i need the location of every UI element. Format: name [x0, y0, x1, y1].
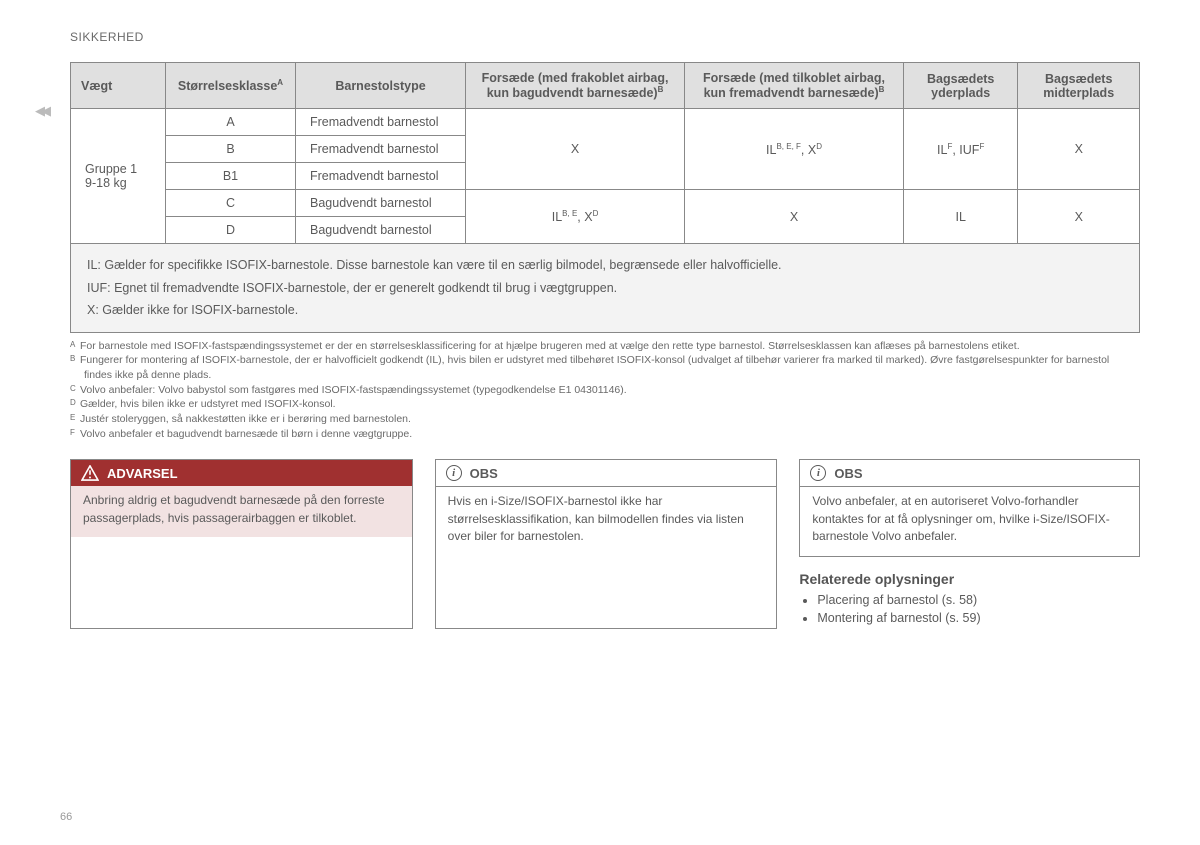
cell-rear-outer: ILF, IUFF	[903, 109, 1018, 190]
cell-rear-middle: X	[1018, 109, 1140, 190]
warning-box: ADVARSEL Anbring aldrig et bagudvendt ba…	[70, 459, 413, 628]
obs-title: OBS	[834, 466, 862, 481]
legend-box: IL: Gælder for specifikke ISOFIX-barnest…	[70, 244, 1140, 333]
cell-size: D	[166, 217, 296, 244]
th-rear-outer: Bagsædets yderplads	[903, 63, 1018, 109]
related-item[interactable]: Placering af barnestol (s. 58)	[817, 593, 1140, 607]
warning-icon	[81, 465, 99, 481]
obs-header: i OBS	[436, 460, 777, 487]
related-heading: Relaterede oplysninger	[799, 571, 1140, 587]
obs-title: OBS	[470, 466, 498, 481]
related-list: Placering af barnestol (s. 58) Montering…	[799, 593, 1140, 625]
footnote: BFungerer for montering af ISOFIX-barnes…	[70, 353, 1140, 382]
cell-rear-middle: X	[1018, 190, 1140, 244]
footnote: EJustér stoleryggen, så nakkestøtten ikk…	[70, 412, 1140, 427]
footnote: CVolvo anbefaler: Volvo babystol som fas…	[70, 383, 1140, 398]
obs-body: Volvo anbefaler, at en autoriseret Volvo…	[800, 487, 1139, 555]
obs-header: i OBS	[800, 460, 1139, 487]
cell-rear-outer: IL	[903, 190, 1018, 244]
cell-group: Gruppe 1 9-18 kg	[71, 109, 166, 244]
obs-box-1: i OBS Hvis en i-Size/ISOFIX-barnestol ik…	[435, 459, 778, 628]
cell-front-enabled: X	[685, 190, 904, 244]
cell-type: Fremadvendt barnestol	[296, 109, 466, 136]
page: SIKKERHED ◀◀ Vægt StørrelsesklasseA Barn…	[0, 0, 1200, 845]
obs-body: Hvis en i-Size/ISOFIX-barnestol ikke har…	[436, 487, 777, 555]
cell-front-disabled: ILB, E, XD	[466, 190, 685, 244]
th-rear-middle: Bagsædets midterplads	[1018, 63, 1140, 109]
cell-type: Fremadvendt barnestol	[296, 136, 466, 163]
th-size-class: StørrelsesklasseA	[166, 63, 296, 109]
table-row: C Bagudvendt barnestol ILB, E, XD X IL X	[71, 190, 1140, 217]
cell-front-enabled: ILB, E, F, XD	[685, 109, 904, 190]
legend-iuf: IUF: Egnet til fremadvendte ISOFIX-barne…	[87, 277, 1123, 300]
warning-header: ADVARSEL	[71, 460, 412, 486]
th-weight: Vægt	[71, 63, 166, 109]
footnote: FVolvo anbefaler et bagudvendt barnesæde…	[70, 427, 1140, 442]
warning-body: Anbring aldrig et bagudvendt barnesæde p…	[71, 486, 412, 537]
table-row: Gruppe 1 9-18 kg A Fremadvendt barnestol…	[71, 109, 1140, 136]
cell-size: B1	[166, 163, 296, 190]
th-front-disabled: Forsæde (med frakoblet airbag, kun bagud…	[466, 63, 685, 109]
obs-box-2: i OBS Volvo anbefaler, at en autoriseret…	[799, 459, 1140, 556]
prev-page-icon[interactable]: ◀◀	[35, 103, 47, 119]
legend-x: X: Gælder ikke for ISOFIX-barnestole.	[87, 299, 1123, 322]
cell-size: B	[166, 136, 296, 163]
cell-type: Bagudvendt barnestol	[296, 190, 466, 217]
isofix-table: Vægt StørrelsesklasseA Barnestolstype Fo…	[70, 62, 1140, 244]
right-column: i OBS Volvo anbefaler, at en autoriseret…	[799, 459, 1140, 628]
info-icon: i	[446, 465, 462, 481]
footnote: AFor barnestole med ISOFIX-fastspændings…	[70, 339, 1140, 354]
cell-size: C	[166, 190, 296, 217]
cell-front-disabled: X	[466, 109, 685, 190]
info-icon: i	[810, 465, 826, 481]
warning-title: ADVARSEL	[107, 466, 178, 481]
cell-type: Bagudvendt barnestol	[296, 217, 466, 244]
footnotes: AFor barnestole med ISOFIX-fastspændings…	[70, 339, 1140, 442]
footnote: DGælder, hvis bilen ikke er udstyret med…	[70, 397, 1140, 412]
th-seat-type: Barnestolstype	[296, 63, 466, 109]
cell-type: Fremadvendt barnestol	[296, 163, 466, 190]
th-front-enabled: Forsæde (med tilkoblet airbag, kun frema…	[685, 63, 904, 109]
related-info: Relaterede oplysninger Placering af barn…	[799, 571, 1140, 625]
page-number: 66	[60, 811, 72, 823]
section-heading: SIKKERHED	[70, 30, 1140, 44]
callout-row: ADVARSEL Anbring aldrig et bagudvendt ba…	[70, 459, 1140, 628]
related-item[interactable]: Montering af barnestol (s. 59)	[817, 611, 1140, 625]
legend-il: IL: Gælder for specifikke ISOFIX-barnest…	[87, 254, 1123, 277]
cell-size: A	[166, 109, 296, 136]
